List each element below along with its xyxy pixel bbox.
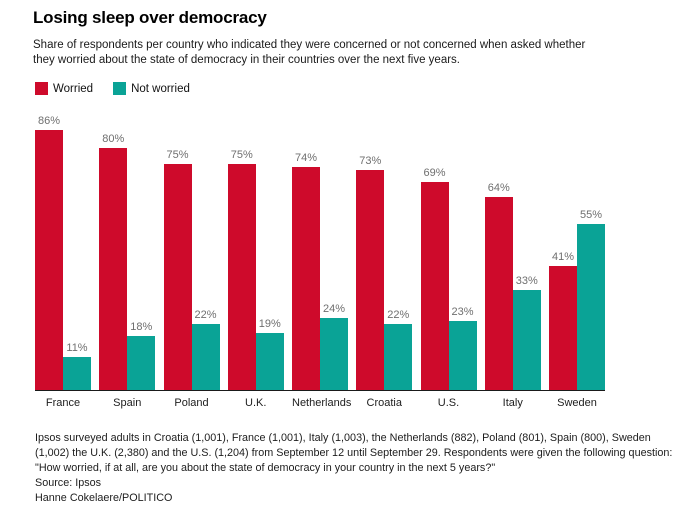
bar-group: 86% 11% [35, 115, 91, 390]
worried-bar [549, 266, 577, 390]
bar-group: 80% 18% [99, 133, 156, 390]
bar-value-label: 73% [359, 154, 382, 167]
x-axis-labels: France Spain Poland U.K. Netherlands Croatia U… [35, 397, 605, 409]
not-worried-bar [63, 356, 91, 390]
bar-groups: 86% 11% 80% 18% 75% 22% 75% 19% 74% 24% 73% 22% 69% 2… [35, 112, 605, 391]
footnote-line-3: "How worried, if at all, are you about t… [35, 462, 496, 474]
bar-value-label: 86% [37, 115, 61, 128]
bar-column: 69% [420, 166, 449, 390]
bar-value-label: 23% [451, 305, 474, 318]
chart-legend: Worried Not worried [35, 82, 190, 95]
bar-value-label: 22% [194, 308, 217, 321]
worried-swatch-icon [35, 82, 48, 95]
bar-column: 22% [191, 308, 220, 390]
bar-column: 55% [577, 209, 605, 390]
not-worried-bar [512, 290, 541, 390]
worried-bar [163, 163, 192, 390]
bar-value-label: 74% [294, 151, 318, 164]
bar-group: 75% 19% [227, 148, 284, 390]
not-worried-bar [320, 317, 348, 390]
bar-value-label: 24% [322, 302, 346, 315]
legend-label-not-worried: Not worried [131, 82, 190, 95]
x-axis-label: U.S. [437, 397, 460, 409]
credit-line: Hanne Cokelaere/POLITICO [35, 492, 173, 504]
x-axis-label: Italy [502, 397, 523, 409]
not-worried-bar [191, 323, 220, 390]
not-worried-swatch-icon [113, 82, 127, 95]
bar-value-label: 69% [423, 166, 446, 179]
worried-bar [292, 166, 320, 390]
worried-bar [420, 181, 449, 390]
bar-column: 11% [63, 342, 91, 390]
bar-column: 18% [127, 320, 156, 390]
worried-bar [35, 130, 63, 390]
bar-group: 64% 33% [484, 181, 541, 390]
bar-column: 41% [549, 251, 577, 390]
bar-group: 69% 23% [420, 166, 477, 390]
not-worried-bar [448, 320, 477, 390]
bar-group: 75% 22% [163, 148, 220, 390]
chart-subtitle: Share of respondents per country who ind… [33, 38, 585, 68]
x-axis-label: Spain [113, 397, 142, 409]
bar-column: 73% [356, 154, 385, 390]
legend-item-worried: Worried [35, 82, 93, 95]
x-axis-label: Sweden [557, 397, 597, 409]
bar-group: 41% 55% [549, 209, 605, 390]
bar-column: 22% [384, 308, 413, 390]
not-worried-bar [384, 323, 413, 390]
bar-column: 64% [484, 181, 513, 390]
source-line: Source: Ipsos [35, 477, 102, 489]
footnote-line-1: Ipsos surveyed adults in Croatia (1,001)… [35, 432, 651, 444]
bar-value-label: 41% [551, 251, 575, 264]
not-worried-bar [127, 335, 156, 390]
subtitle-line-1: Share of respondents per country who ind… [33, 39, 586, 51]
page-title: Losing sleep over democracy [33, 8, 267, 27]
worried-bar [356, 169, 385, 390]
worried-bar [227, 163, 256, 390]
bar-value-label: 64% [487, 181, 510, 194]
bar-value-label: 18% [130, 320, 153, 333]
legend-item-not-worried: Not worried [113, 82, 190, 95]
not-worried-bar [255, 332, 284, 390]
bar-value-label: 33% [515, 275, 538, 288]
bar-column: 75% [163, 148, 192, 390]
bar-value-label: 55% [579, 208, 603, 221]
bar-group: 73% 22% [356, 154, 413, 390]
bar-column: 24% [320, 303, 348, 390]
x-axis-label: France [45, 397, 81, 409]
bar-value-label: 75% [166, 148, 189, 161]
bar-column: 80% [99, 133, 128, 390]
bar-chart: 86% 11% 80% 18% 75% 22% 75% 19% 74% 24% 73% 22% 69% 2… [35, 112, 605, 409]
bar-value-label: 19% [258, 317, 281, 330]
worried-bar [484, 196, 513, 390]
bar-value-label: 80% [102, 133, 125, 146]
bar-value-label: 22% [387, 308, 410, 321]
bar-column: 19% [255, 317, 284, 390]
bar-column: 75% [227, 148, 256, 390]
x-axis-label: U.K. [245, 397, 267, 409]
x-axis-label: Poland [174, 397, 209, 409]
not-worried-bar [577, 223, 605, 390]
worried-bar [99, 148, 128, 390]
legend-label-worried: Worried [53, 82, 94, 95]
bar-column: 33% [512, 275, 541, 390]
bar-group: 74% 24% [292, 152, 348, 390]
bar-value-label: 75% [230, 148, 253, 161]
bar-value-label: 11% [66, 341, 88, 354]
x-axis-label: Croatia [366, 397, 402, 409]
bar-column: 86% [35, 115, 63, 390]
chart-footer: Ipsos surveyed adults in Croatia (1,001)… [35, 431, 672, 506]
footnote-line-2: (1,002) the U.K. (2,380) and the U.S. (1… [35, 447, 673, 459]
subtitle-line-2: they worried about the state of democrac… [33, 54, 460, 66]
bar-column: 23% [448, 305, 477, 390]
bar-column: 74% [292, 152, 320, 390]
x-axis-label: Netherlands [292, 397, 352, 409]
